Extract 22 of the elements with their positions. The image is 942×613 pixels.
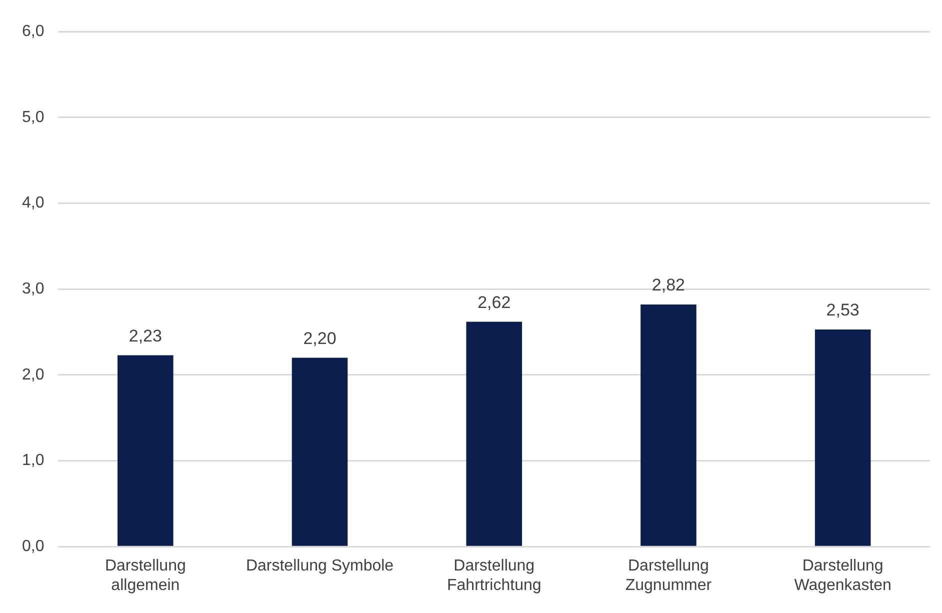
y-tick-label: 1,0: [22, 452, 44, 470]
x-tick-label: Darstellung Wagenkasten: [794, 558, 892, 594]
data-label: 2,62: [478, 292, 511, 312]
y-tick-label: 2,0: [22, 366, 44, 384]
data-label: 2,20: [303, 328, 336, 348]
bar: [466, 322, 522, 546]
bar: [118, 355, 174, 546]
data-label: 2,23: [128, 326, 162, 346]
data-label: 2,82: [652, 276, 686, 295]
bar: [292, 358, 348, 546]
x-tick-label: Darstellung Symbole: [246, 558, 394, 575]
y-tick-label: 3,0: [22, 280, 44, 298]
x-tick-label: Darstellung Fahrtrichtung: [446, 558, 542, 594]
bar: [814, 329, 871, 546]
data-label: 2,53: [826, 300, 860, 320]
y-tick-label: 5,0: [22, 108, 44, 126]
y-tick-label: 0,0: [22, 538, 44, 556]
bar: [640, 304, 696, 546]
x-tick-label: Darstellung Zugnummer: [625, 558, 712, 594]
y-tick-label: 6,0: [22, 23, 44, 40]
x-tick-label: Darstellung allgemein: [104, 558, 186, 594]
y-tick-label: 4,0: [22, 194, 44, 212]
